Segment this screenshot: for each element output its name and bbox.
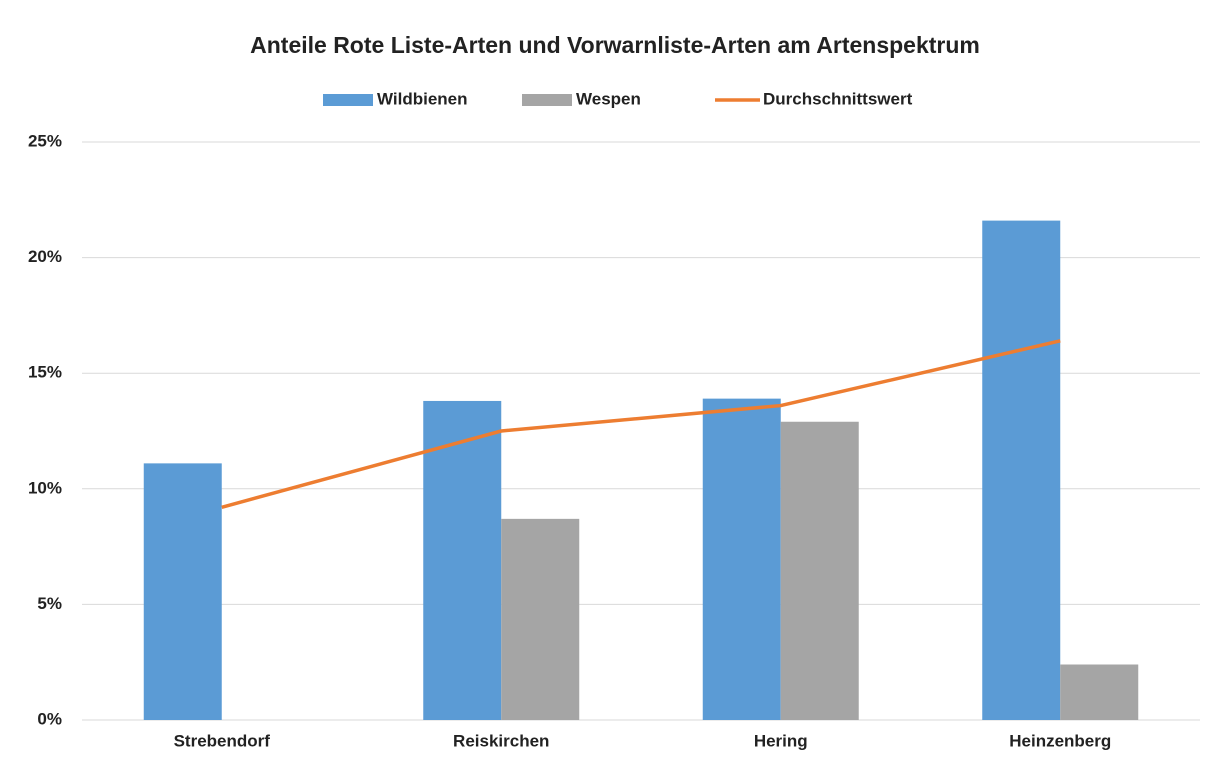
bar <box>780 421 859 720</box>
y-tick-label: 10% <box>28 478 62 497</box>
y-tick-label: 25% <box>28 131 62 150</box>
legend-swatch <box>522 94 572 106</box>
legend-swatch <box>323 94 373 106</box>
x-tick-label: Hering <box>754 731 808 750</box>
y-tick-label: 20% <box>28 247 62 266</box>
line <box>221 339 1061 509</box>
y-tick-label: 15% <box>28 363 62 382</box>
bar <box>143 463 222 720</box>
bar <box>501 518 580 720</box>
chart-title: Anteile Rote Liste-Arten und Vorwarnlist… <box>250 32 980 58</box>
legend-label: Durchschnittswert <box>763 89 913 108</box>
y-tick-label: 0% <box>37 709 62 728</box>
bar <box>423 400 502 720</box>
x-tick-label: Strebendorf <box>174 731 271 750</box>
legend-label: Wespen <box>576 89 641 108</box>
x-tick-label: Heinzenberg <box>1009 731 1111 750</box>
x-tick-label: Reiskirchen <box>453 731 549 750</box>
bar <box>982 220 1061 720</box>
y-tick-label: 5% <box>37 594 62 613</box>
bar <box>1060 664 1139 720</box>
bar <box>702 398 781 720</box>
legend-label: Wildbienen <box>377 89 468 108</box>
